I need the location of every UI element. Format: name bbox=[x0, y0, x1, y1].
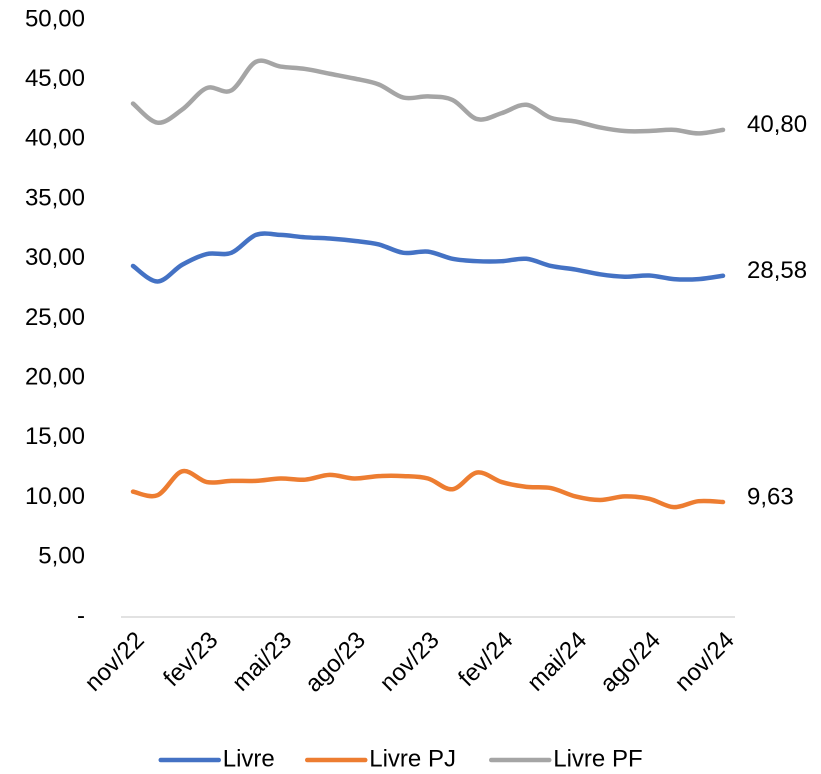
y-tick-label: 10,00 bbox=[25, 483, 85, 510]
legend-label: Livre PJ bbox=[369, 745, 456, 772]
legend-label: Livre PF bbox=[553, 745, 642, 772]
y-tick-label: 25,00 bbox=[25, 304, 85, 331]
y-tick-label: 15,00 bbox=[25, 423, 85, 450]
y-tick-label: 35,00 bbox=[25, 184, 85, 211]
data-label: 9,63 bbox=[747, 483, 794, 510]
y-tick-label: - bbox=[77, 602, 85, 629]
x-tick-label: fev/24 bbox=[453, 627, 518, 692]
x-tick-label: ago/24 bbox=[595, 627, 666, 698]
x-tick-label: fev/23 bbox=[158, 627, 223, 692]
x-tick-label: mai/23 bbox=[227, 627, 297, 697]
x-tick-label: ago/23 bbox=[300, 627, 371, 698]
y-tick-label: 30,00 bbox=[25, 244, 85, 271]
series-line bbox=[130, 468, 726, 510]
series-line bbox=[130, 231, 726, 284]
data-label: 40,80 bbox=[747, 111, 807, 138]
x-tick-label: nov/24 bbox=[670, 627, 740, 697]
y-tick-label: 45,00 bbox=[25, 65, 85, 92]
x-tick-label: nov/22 bbox=[80, 627, 150, 697]
y-tick-label: 40,00 bbox=[25, 125, 85, 152]
y-tick-label: 5,00 bbox=[38, 543, 85, 570]
data-label: 28,58 bbox=[747, 257, 807, 284]
series-line bbox=[130, 58, 726, 136]
y-tick-label: 50,00 bbox=[25, 5, 85, 32]
y-tick-label: 20,00 bbox=[25, 364, 85, 391]
x-tick-label: nov/23 bbox=[375, 627, 445, 697]
x-tick-label: mai/24 bbox=[522, 627, 592, 697]
legend-label: Livre bbox=[223, 745, 275, 772]
